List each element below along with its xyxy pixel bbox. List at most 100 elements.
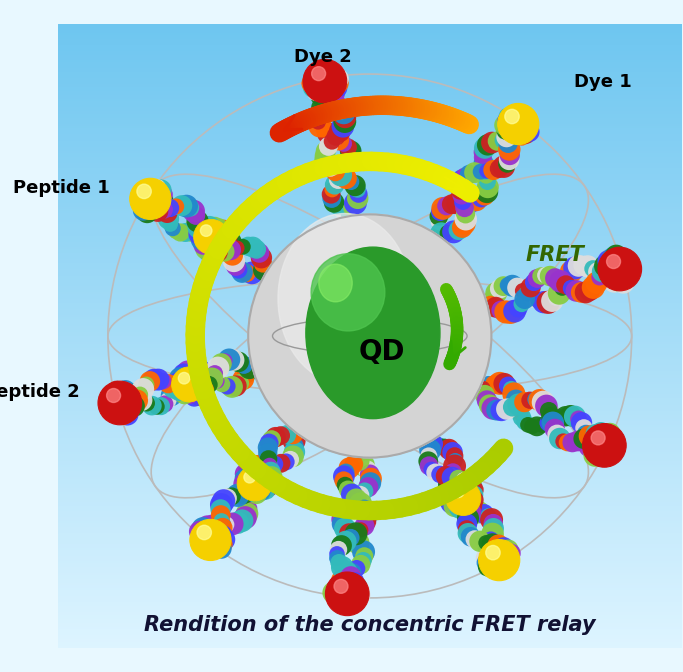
Bar — [58, 376, 682, 378]
Bar — [58, 415, 682, 417]
Point — [335, 103, 346, 114]
Point — [337, 121, 348, 132]
Point — [449, 461, 460, 472]
Point — [335, 169, 346, 180]
Point — [193, 222, 204, 233]
Bar — [58, 298, 682, 300]
Point — [578, 433, 589, 444]
Point — [161, 201, 171, 212]
Point — [337, 562, 348, 573]
Point — [345, 146, 356, 157]
Bar — [58, 390, 682, 392]
Point — [341, 164, 352, 175]
Point — [346, 150, 357, 161]
Point — [495, 304, 506, 315]
Bar — [58, 560, 682, 562]
Point — [502, 159, 513, 169]
Point — [285, 454, 296, 465]
Point — [326, 97, 337, 108]
Bar — [58, 81, 682, 83]
Bar — [58, 280, 682, 282]
Bar — [58, 433, 682, 435]
Point — [328, 131, 339, 142]
Point — [208, 247, 219, 258]
Bar — [58, 41, 682, 43]
Point — [331, 131, 342, 142]
Point — [585, 441, 596, 452]
Bar — [58, 334, 682, 336]
Circle shape — [251, 218, 488, 454]
Bar — [58, 37, 682, 39]
Point — [544, 405, 555, 416]
Bar — [58, 197, 682, 199]
Point — [537, 420, 548, 431]
Bar — [58, 170, 682, 172]
Bar — [58, 585, 682, 587]
Bar — [58, 336, 682, 338]
Point — [126, 405, 137, 416]
Point — [257, 460, 268, 470]
Bar — [58, 257, 682, 259]
Point — [306, 78, 317, 89]
Point — [437, 203, 448, 214]
Point — [230, 261, 241, 271]
Point — [480, 558, 491, 569]
Point — [159, 195, 170, 206]
Bar — [58, 450, 682, 452]
Bar — [58, 218, 682, 220]
Point — [512, 282, 522, 293]
Point — [173, 385, 184, 396]
Point — [486, 535, 497, 546]
Circle shape — [249, 216, 490, 456]
Point — [365, 473, 376, 484]
Point — [159, 398, 170, 409]
Point — [169, 384, 180, 395]
Bar — [58, 419, 682, 421]
Point — [583, 435, 594, 446]
Bar — [58, 128, 682, 130]
Point — [466, 480, 477, 491]
Point — [155, 185, 166, 196]
Point — [186, 364, 197, 375]
Point — [471, 195, 482, 206]
Point — [488, 518, 499, 529]
Bar — [58, 153, 682, 155]
Point — [609, 276, 619, 287]
Bar — [58, 261, 682, 263]
Point — [423, 456, 434, 466]
Bar — [58, 355, 682, 357]
Circle shape — [107, 388, 121, 403]
Bar — [58, 271, 682, 274]
Point — [346, 489, 357, 500]
Point — [350, 198, 361, 208]
Point — [504, 150, 515, 161]
Bar — [58, 401, 682, 403]
Point — [206, 374, 217, 384]
Point — [587, 263, 598, 274]
Bar — [58, 372, 682, 374]
Point — [475, 166, 486, 177]
Point — [504, 144, 515, 155]
Bar — [58, 253, 682, 255]
Point — [600, 427, 611, 437]
Point — [320, 93, 331, 104]
Point — [331, 548, 342, 559]
Point — [576, 417, 587, 428]
Bar — [58, 589, 682, 591]
Point — [329, 87, 339, 98]
Circle shape — [249, 215, 491, 457]
Point — [591, 278, 602, 288]
Point — [509, 306, 520, 317]
Bar — [58, 89, 682, 91]
Point — [479, 390, 490, 401]
Point — [507, 280, 518, 291]
Point — [326, 189, 337, 200]
Bar — [58, 136, 682, 138]
Bar — [58, 429, 682, 431]
Bar — [58, 583, 682, 585]
Point — [447, 466, 458, 477]
Point — [320, 97, 331, 108]
Point — [434, 206, 445, 217]
Bar — [58, 521, 682, 523]
Point — [219, 246, 230, 257]
